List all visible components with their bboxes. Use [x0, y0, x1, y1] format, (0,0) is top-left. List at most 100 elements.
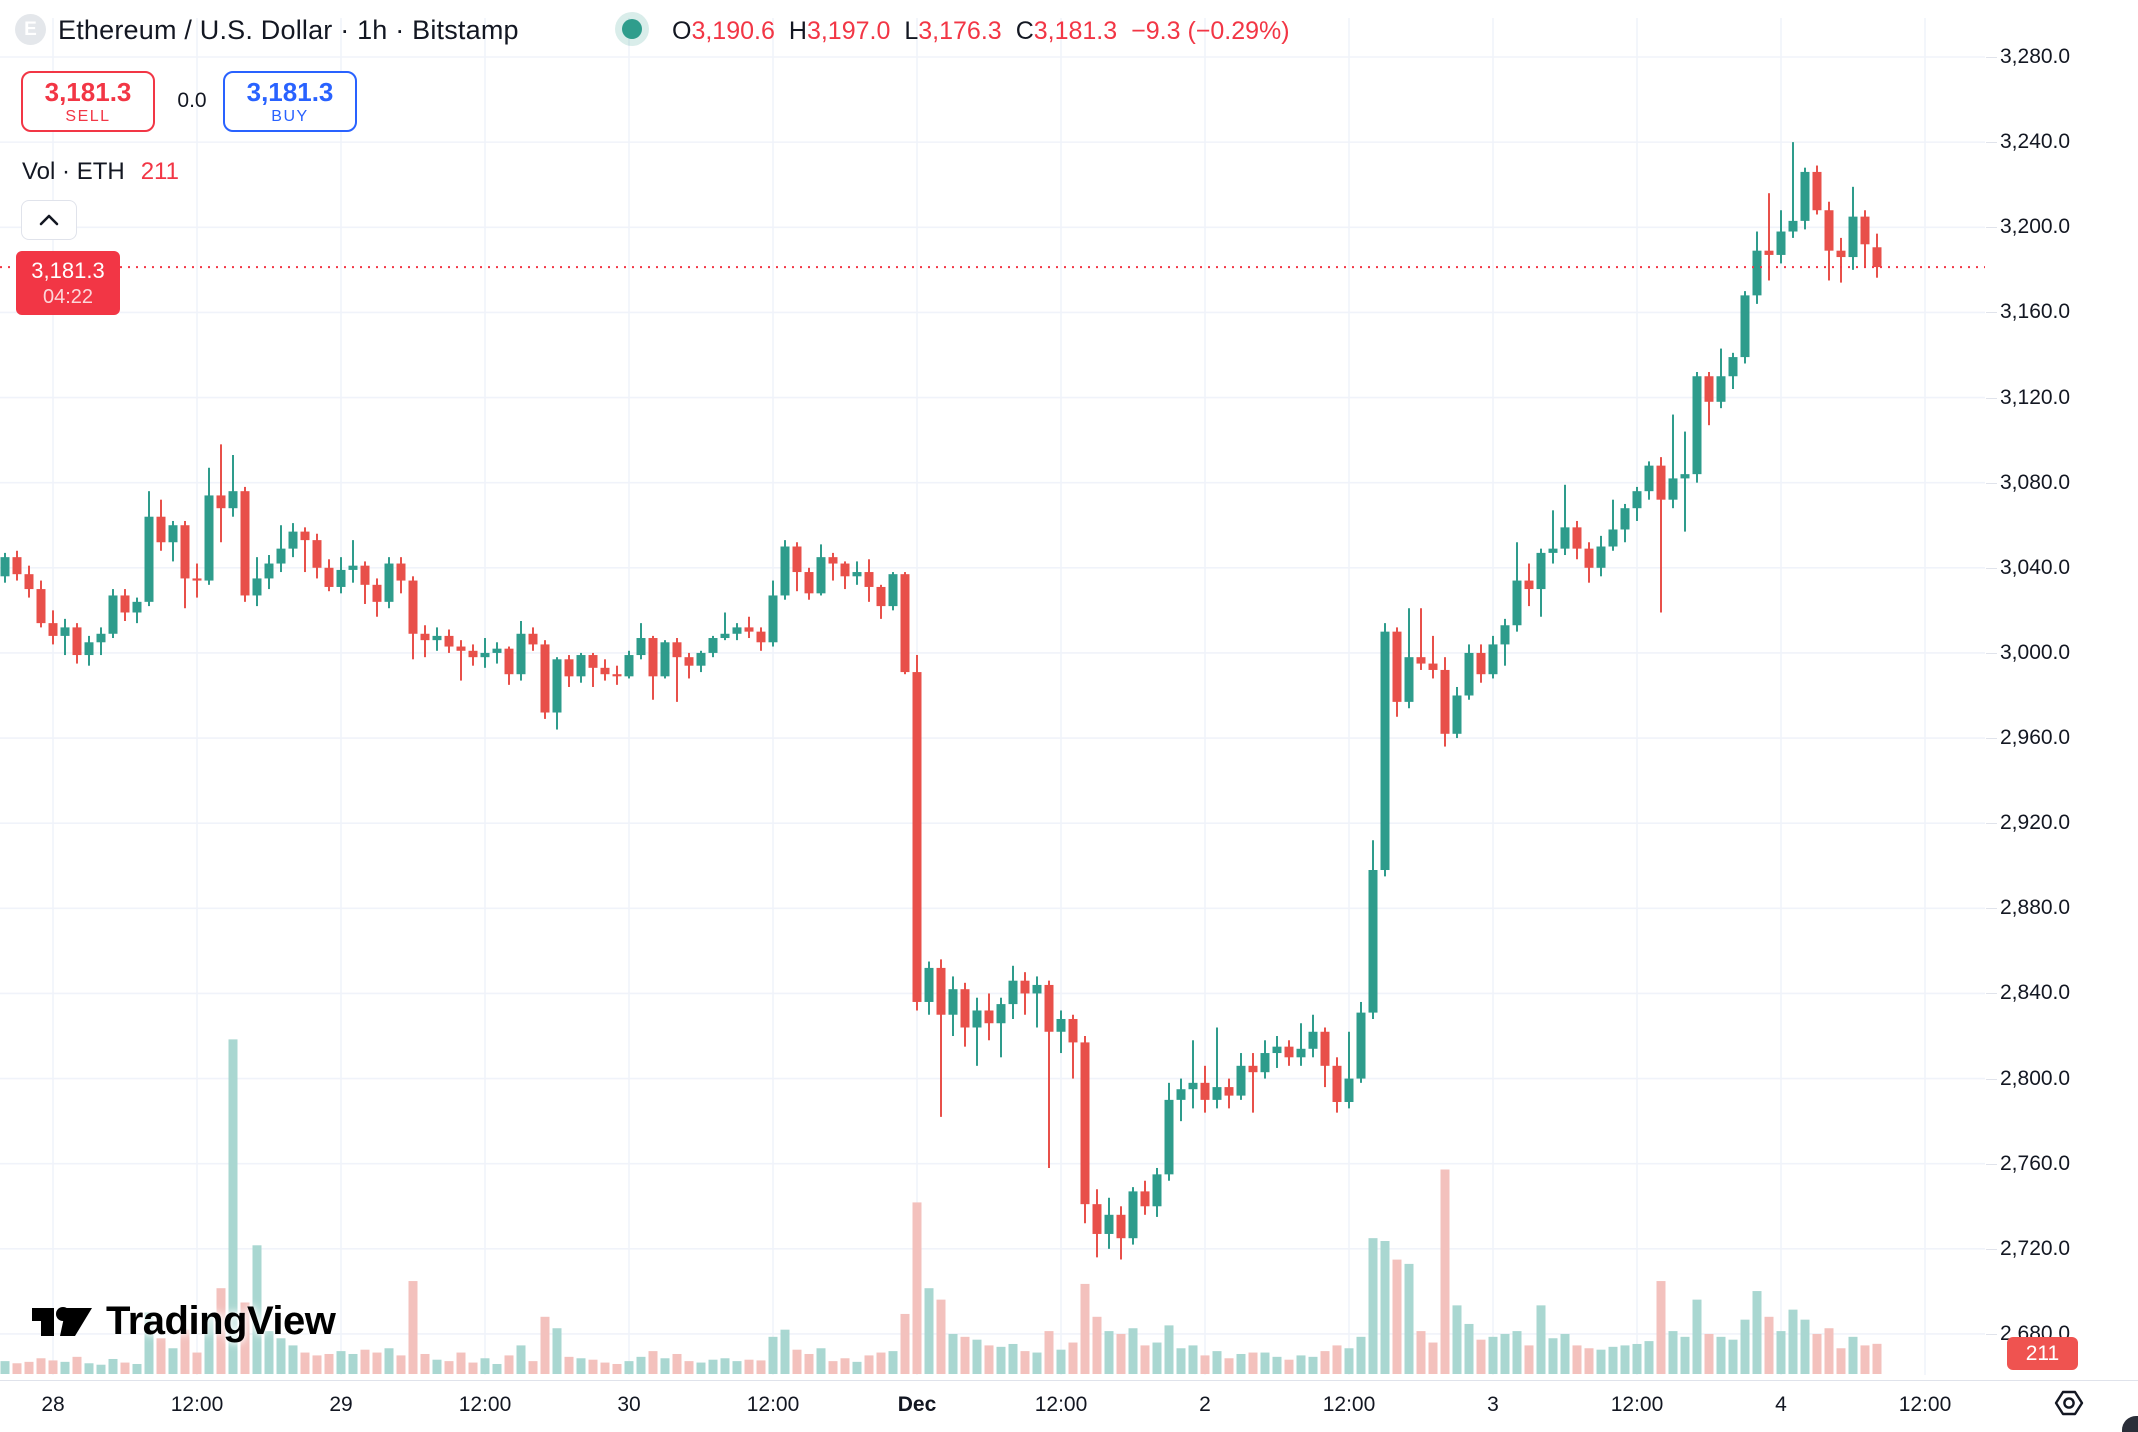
sell-button[interactable]: 3,181.3 SELL: [21, 71, 155, 132]
volume-bar: [396, 1355, 406, 1374]
ohlc-readout: O3,190.6 H3,197.0 L3,176.3 C3,181.3 −9.3 (−0…: [672, 17, 1290, 46]
price-tick-label: 3,040.0: [2000, 555, 2071, 579]
candle-body: [972, 1010, 982, 1028]
price-tickmark: [1986, 227, 1997, 229]
collapse-legend-button[interactable]: [21, 200, 77, 240]
price-tickmark: [1986, 312, 1997, 314]
candle-body: [1200, 1082, 1210, 1100]
price-tickmark: [1986, 1248, 1997, 1250]
volume-bar: [1524, 1345, 1534, 1374]
volume-bar: [36, 1358, 46, 1374]
time-tick-label: 12:00: [458, 1393, 512, 1416]
candle-body: [300, 531, 310, 541]
volume-bar: [144, 1312, 154, 1374]
volume-bar: [624, 1361, 634, 1374]
volume-bar: [708, 1359, 718, 1374]
volume-bar: [876, 1352, 886, 1374]
volume-bar: [1344, 1348, 1354, 1374]
candle-body: [396, 563, 406, 581]
volume-bar: [1452, 1305, 1462, 1374]
volume-bar: [840, 1358, 850, 1374]
candle-body: [696, 652, 706, 666]
price-tickmark: [1986, 567, 1997, 569]
volume-bar: [1212, 1351, 1222, 1374]
candle-body: [312, 540, 322, 568]
volume-bar: [1068, 1342, 1078, 1374]
volume-bar: [1548, 1338, 1558, 1374]
candle-body: [600, 667, 610, 675]
volume-bar: [1032, 1352, 1042, 1374]
buy-button[interactable]: 3,181.3 BUY: [223, 71, 357, 132]
volume-bar: [204, 1313, 214, 1374]
symbol-title[interactable]: Ethereum / U.S. Dollar · 1h · Bitstamp: [58, 15, 519, 45]
volume-bar: [312, 1355, 322, 1374]
candle-body: [1356, 1012, 1366, 1079]
volume-bar: [792, 1349, 802, 1374]
last-price-value: 3,181.3: [31, 258, 105, 284]
volume-bar: [1692, 1299, 1702, 1374]
volume-bar: [1848, 1336, 1858, 1374]
volume-bar: [1740, 1319, 1750, 1374]
candle-body: [1740, 295, 1750, 358]
time-tick-label: 12:00: [1034, 1393, 1088, 1416]
volume-bar: [972, 1339, 982, 1374]
volume-bar: [1656, 1281, 1666, 1374]
candle-body: [0, 557, 10, 577]
market-status-icon: [622, 19, 642, 39]
candle-body: [1260, 1053, 1270, 1073]
volume-bar: [828, 1361, 838, 1374]
candle-body: [480, 652, 490, 658]
volume-bar: [1332, 1345, 1342, 1374]
candle-body: [1320, 1031, 1330, 1066]
candle-body: [576, 655, 586, 677]
candle-body: [1068, 1018, 1078, 1043]
volume-axis-badge: 211: [2007, 1337, 2078, 1370]
volume-bar: [456, 1352, 466, 1374]
candle-body: [1212, 1087, 1222, 1100]
high-value: 3,197.0: [806, 17, 891, 45]
candle-body: [108, 595, 118, 634]
candle-body: [1512, 580, 1522, 626]
candle-body: [768, 595, 778, 643]
time-axis[interactable]: 28 12:00 29 12:00 30 12:00 Dec 12:00 2 12:00 3 12:0…: [0, 1380, 2138, 1432]
volume-bar: [336, 1351, 346, 1374]
price-scale-settings-button[interactable]: [2052, 1386, 2086, 1420]
tradingview-watermark[interactable]: TradingView: [30, 1299, 336, 1344]
time-tick-label: 2: [1199, 1393, 1211, 1416]
volume-bar: [480, 1358, 490, 1374]
time-tick-label: 28: [41, 1393, 65, 1416]
candle-body: [1128, 1191, 1138, 1239]
volume-study-row: Vol · ETH 211: [22, 158, 179, 186]
price-tick-label: 3,120.0: [2000, 385, 2071, 409]
candle-body: [624, 655, 634, 677]
volume-bar: [1008, 1343, 1018, 1374]
volume-bar: [1680, 1336, 1690, 1374]
volume-bar: [60, 1361, 70, 1374]
candle-body: [540, 644, 550, 713]
candle-body: [1764, 250, 1774, 255]
volume-bar: [240, 1302, 250, 1374]
volume-bar: [1248, 1352, 1258, 1374]
candle-body: [420, 633, 430, 641]
open-value: 3,190.6: [691, 17, 775, 45]
volume-bar: [492, 1363, 502, 1374]
candle-body: [1248, 1065, 1258, 1073]
volume-bar: [384, 1348, 394, 1374]
pane-corner-handle[interactable]: [2122, 1416, 2138, 1432]
candle-body: [1872, 247, 1882, 268]
price-tick-label: 3,280.0: [2000, 45, 2071, 68]
volume-bar: [180, 1329, 190, 1374]
volume-bar: [1176, 1348, 1186, 1374]
candle-body: [36, 589, 46, 624]
volume-bar: [744, 1359, 754, 1374]
candle-body: [1836, 250, 1846, 258]
candle-body: [1500, 625, 1510, 645]
price-tick-label: 3,080.0: [2000, 470, 2071, 494]
volume-bar: [564, 1356, 574, 1374]
candle-body: [1812, 171, 1822, 211]
candle-body: [1572, 527, 1582, 549]
candle-body: [1392, 631, 1402, 702]
candle-body: [24, 574, 34, 590]
price-axis[interactable]: 3,280.0 3,240.0 3,200.0 3,160.0 3,120.0 3,080…: [1986, 0, 2138, 1380]
